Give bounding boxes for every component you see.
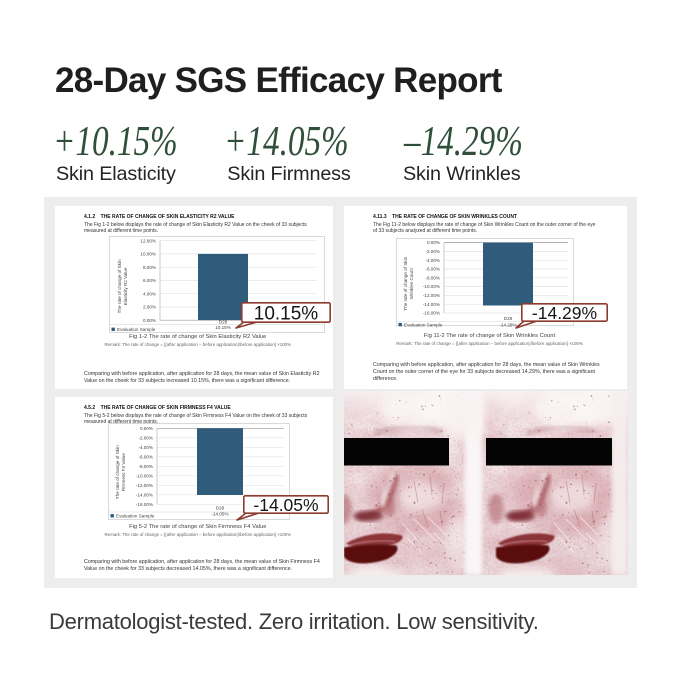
svg-text:D28: D28 (219, 320, 228, 325)
svg-text:Evaluation Sample: Evaluation Sample (404, 322, 443, 327)
svg-text:-14.00%: -14.00% (136, 492, 153, 497)
svg-text:6.00%: 6.00% (143, 278, 156, 283)
svg-text:The rate of change of Skin: The rate of change of Skin (115, 445, 120, 499)
svg-text:10.15%: 10.15% (215, 325, 231, 330)
svg-text:10.00%: 10.00% (140, 252, 156, 257)
svg-text:0.00%: 0.00% (427, 240, 440, 245)
svg-text:-14.05%: -14.05% (211, 511, 228, 516)
svg-text:-2.00%: -2.00% (138, 435, 153, 440)
svg-text:2.00%: 2.00% (143, 305, 156, 310)
svg-text:-14.05%: -14.05% (253, 495, 318, 515)
svg-text:D28: D28 (504, 316, 513, 321)
svg-text:-6.00%: -6.00% (138, 454, 153, 459)
svg-text:10.15%: 10.15% (254, 303, 319, 324)
svg-text:D28: D28 (216, 505, 225, 510)
svg-text:-8.00%: -8.00% (138, 464, 153, 469)
svg-text:The rate of change of Skin: The rate of change of Skin (117, 259, 122, 313)
svg-text:12.00%: 12.00% (140, 238, 156, 243)
svg-text:-16.00%: -16.00% (136, 502, 153, 507)
svg-text:-4.00%: -4.00% (138, 445, 153, 450)
svg-text:Firmness F4 Value: Firmness F4 Value (121, 453, 126, 492)
svg-text:-14.29%: -14.29% (499, 322, 516, 327)
svg-text:-12.00%: -12.00% (423, 293, 440, 298)
svg-text:-4.00%: -4.00% (425, 258, 440, 263)
svg-text:-10.00%: -10.00% (136, 473, 153, 478)
svg-text:Evaluation Sample: Evaluation Sample (117, 327, 156, 332)
svg-text:-16.00%: -16.00% (423, 311, 440, 316)
svg-text:Evaluation Sample: Evaluation Sample (116, 514, 155, 519)
svg-text:8.00%: 8.00% (143, 265, 156, 270)
svg-text:The rate of change of Skin: The rate of change of Skin (403, 256, 408, 310)
svg-text:-2.00%: -2.00% (425, 249, 440, 254)
svg-text:-12.00%: -12.00% (136, 483, 153, 488)
svg-text:-10.00%: -10.00% (423, 284, 440, 289)
svg-text:Wrinkles Count: Wrinkles Count (409, 268, 414, 300)
svg-text:4.00%: 4.00% (143, 291, 156, 296)
svg-text:0.00%: 0.00% (143, 318, 156, 323)
svg-text:0.00%: 0.00% (140, 426, 153, 431)
svg-text:-6.00%: -6.00% (425, 267, 440, 272)
svg-text:-14.00%: -14.00% (423, 302, 440, 307)
svg-text:Elasticity R2 Value: Elasticity R2 Value (123, 267, 128, 305)
svg-text:-8.00%: -8.00% (425, 275, 440, 280)
svg-text:-14.29%: -14.29% (532, 303, 597, 323)
